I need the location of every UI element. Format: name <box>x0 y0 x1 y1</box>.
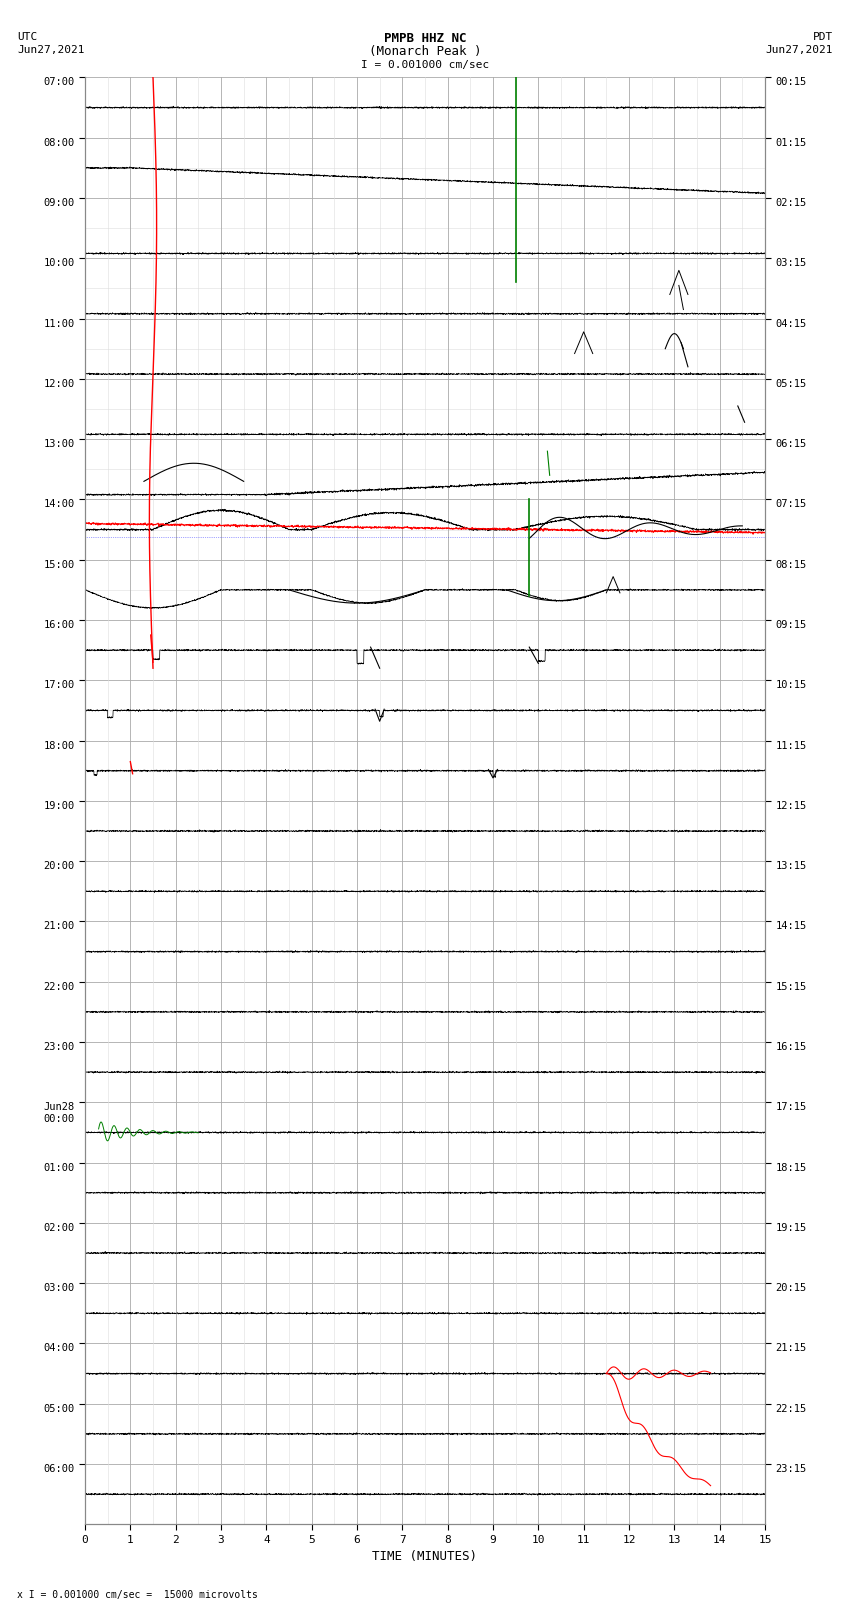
Text: (Monarch Peak ): (Monarch Peak ) <box>369 45 481 58</box>
Text: UTC: UTC <box>17 32 37 42</box>
Text: Jun27,2021: Jun27,2021 <box>17 45 84 55</box>
Text: x I = 0.001000 cm/sec =  15000 microvolts: x I = 0.001000 cm/sec = 15000 microvolts <box>17 1590 258 1600</box>
Text: PMPB HHZ NC: PMPB HHZ NC <box>383 32 467 45</box>
Text: I = 0.001000 cm/sec: I = 0.001000 cm/sec <box>361 60 489 69</box>
Text: PDT: PDT <box>813 32 833 42</box>
Text: Jun27,2021: Jun27,2021 <box>766 45 833 55</box>
X-axis label: TIME (MINUTES): TIME (MINUTES) <box>372 1550 478 1563</box>
